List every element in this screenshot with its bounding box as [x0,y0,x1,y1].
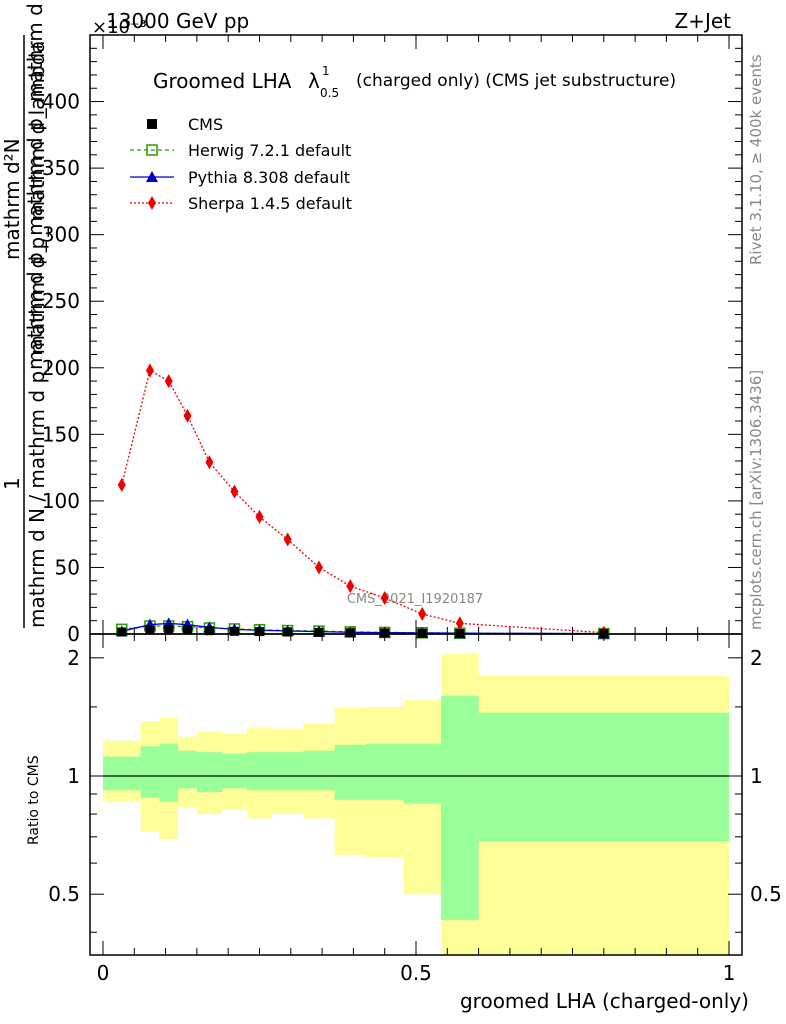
plot-title: Groomed LHA λ 1 0.5 (charged only) (CMS … [153,64,676,100]
x-tick-label: 0.5 [400,961,432,985]
main-y-label-mid: mathrm d p_ mathrm d p_ mathrm d lambda [23,0,47,370]
ratio-panel: 0 0.5 1 0.5 0.5 1 1 2 2 [48,633,782,985]
main-y-tick-label: 400 [42,90,80,114]
sherpa-point [230,484,239,499]
cms-point [380,628,390,638]
sherpa-series-line [121,369,604,634]
cms-point [417,628,427,638]
ratio-y-tick-label-left: 2 [67,646,80,670]
sherpa-point [145,363,154,378]
analysis-watermark: CMS_2021_I1920187 [347,592,483,607]
legend-pythia-label: Pythia 8.308 default [188,168,350,187]
legend-sherpa-label: Sherpa 1.4.5 default [188,194,352,213]
sherpa-point [283,532,292,547]
main-y-label-one: 1 [0,477,24,490]
plot-title-sup: 1 [322,64,330,78]
side-label-mcplots: mcplots.cern.ch [arXiv:1306.3436] [747,370,765,630]
stat-band-bin [272,752,304,791]
main-y-label-bottom: mathrm d N / mathrm d p_ mathrm d p_ mat… [25,40,49,628]
cms-point [183,625,193,635]
stat-band-bin [403,743,442,804]
legend-pythia-marker [146,171,158,182]
main-y-tick-label: 150 [42,422,80,446]
legend-cms-marker [147,119,157,129]
main-y-tick-label: 250 [42,289,80,313]
ratio-y-tick-label-right: 0.5 [750,882,782,906]
exponent-label: ×10⁻³ [92,17,147,38]
main-y-label: mathrm d²N mathrm d p_ mathrm d p_ mathr… [0,0,49,628]
main-y-label-top: mathrm d²N [0,138,24,260]
stat-band-bin [159,743,179,802]
cms-point [345,628,355,638]
main-y-tick-label: 200 [42,356,80,380]
energy-label: 13000 GeV pp [106,9,249,33]
plot-title-text: Groomed LHA [153,69,292,93]
stat-band-bin [303,750,335,791]
ratio-y-label: Ratio to CMS [26,755,42,845]
sherpa-point [164,374,173,389]
x-tick-label: 0 [97,961,110,985]
legend-herwig-marker [146,144,158,156]
plot-title-symbol: λ [308,69,320,93]
side-label-rivet: Rivet 3.1.10, ≥ 400k events [747,54,765,265]
stat-band-bin [178,750,197,789]
sherpa-point [418,607,427,622]
sherpa-point [314,560,323,575]
cms-point [255,627,264,637]
ratio-y-tick-label-right: 2 [750,646,763,670]
stat-band-bin [478,712,729,842]
legend: CMS Herwig 7.2.1 default Pythia 8.308 defa… [130,115,352,213]
x-axis-label: groomed LHA (charged-only) [460,989,749,1013]
sherpa-point [205,455,214,470]
pythia-series-line [121,622,604,635]
ratio-y-tick-label-left: 0.5 [48,882,80,906]
stat-band-bin [140,746,160,798]
cms-point [283,627,293,637]
stat-band-bin [196,752,222,793]
stat-band-bin [221,753,247,789]
stat-band-bin [103,756,141,791]
x-tick-label: 1 [723,961,736,985]
sherpa-point [346,579,355,594]
cms-point [117,627,127,637]
cms-point [204,626,214,636]
legend-sherpa-marker [148,196,156,210]
cms-point [164,624,174,634]
sherpa-point [455,616,464,631]
main-panel: 0 50 100 150 200 250 300 350 400 [42,34,743,646]
stat-band-bin [246,752,273,791]
stat-band-bin [441,695,479,920]
ratio-y-tick-label-right: 1 [750,764,763,788]
cms-point [145,625,155,635]
sherpa-point [183,408,192,423]
stat-band-bin [334,744,366,800]
legend-herwig-label: Herwig 7.2.1 default [188,141,351,160]
cms-point [314,627,324,637]
main-y-tick-label: 100 [42,489,80,513]
stat-band-bin [365,743,404,800]
ratio-y-tick-label-left: 1 [67,764,80,788]
process-label: Z+Jet [674,9,731,33]
plot-title-suffix: (charged only) (CMS jet substructure) [356,71,676,91]
legend-cms-label: CMS [188,115,223,134]
plot-title-sub: 0.5 [320,86,339,100]
sherpa-point [117,477,126,492]
main-y-tick-label: 350 [42,156,80,180]
cms-point [229,626,239,636]
main-y-tick-label: 0 [67,622,80,646]
sherpa-point [255,509,264,524]
sherpa-point [380,591,389,606]
main-y-tick-label: 300 [42,223,80,247]
main-y-tick-label: 50 [55,555,80,579]
